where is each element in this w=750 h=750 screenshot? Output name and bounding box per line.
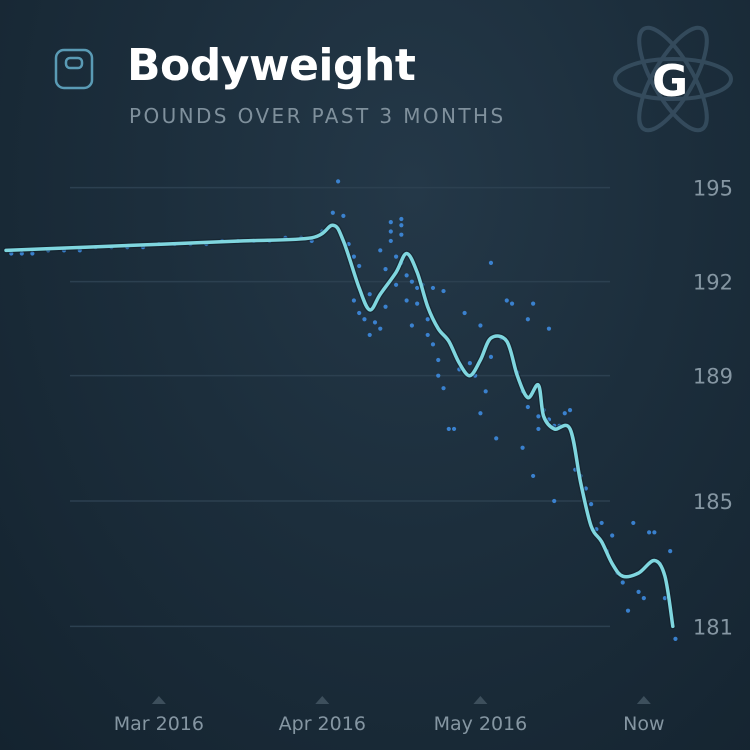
page-subtitle: POUNDS OVER PAST 3 MONTHS xyxy=(129,104,506,128)
data-point xyxy=(378,326,383,331)
data-point xyxy=(494,436,499,441)
data-point xyxy=(546,326,552,331)
data-point xyxy=(362,317,367,322)
data-point xyxy=(589,502,594,507)
data-point xyxy=(393,282,399,287)
x-tick-label: May 2016 xyxy=(434,713,528,735)
x-tick-marker xyxy=(473,696,488,704)
data-point xyxy=(636,589,641,594)
data-point xyxy=(478,411,483,416)
data-point xyxy=(483,389,488,394)
data-point xyxy=(525,317,530,322)
x-tick-label: Mar 2016 xyxy=(114,713,204,735)
data-point xyxy=(441,288,446,294)
trend-line-layer xyxy=(3,222,676,630)
badge-letter: G xyxy=(651,56,689,107)
data-point xyxy=(404,298,409,303)
data-point xyxy=(330,210,335,215)
data-point xyxy=(467,361,472,366)
trend-line xyxy=(4,223,675,629)
scale-icon xyxy=(54,48,94,90)
y-tick-label: 189 xyxy=(693,365,733,389)
data-point xyxy=(425,317,430,322)
data-point xyxy=(562,411,567,416)
y-tick-label: 185 xyxy=(693,490,733,514)
data-point xyxy=(341,213,346,218)
data-point xyxy=(388,220,393,225)
data-point xyxy=(641,596,646,601)
data-point xyxy=(388,238,393,244)
data-point xyxy=(383,304,388,309)
data-point xyxy=(335,179,341,184)
y-axis-ticks: 195 192 189 185 181 xyxy=(693,177,733,640)
y-tick-label: 195 xyxy=(693,177,733,201)
data-point xyxy=(668,549,673,554)
data-point xyxy=(351,254,357,259)
atom-icon xyxy=(613,25,733,133)
x-axis-ticks: Mar 2016 Apr 2016 May 2016 Now xyxy=(114,696,665,735)
x-tick-marker xyxy=(315,696,330,704)
data-point xyxy=(378,248,383,253)
data-point xyxy=(531,301,536,306)
y-tick-label: 181 xyxy=(693,615,733,639)
data-point xyxy=(351,298,357,303)
data-point xyxy=(488,260,494,265)
data-point xyxy=(357,310,362,316)
data-point xyxy=(462,310,467,316)
data-point xyxy=(367,332,372,338)
data-point xyxy=(415,301,420,306)
data-point xyxy=(372,320,378,325)
data-point xyxy=(446,426,451,432)
data-point xyxy=(409,323,414,328)
data-point xyxy=(393,254,399,259)
x-tick-marker xyxy=(151,696,166,704)
data-point xyxy=(652,530,657,535)
data-point xyxy=(488,354,494,359)
data-point xyxy=(509,301,515,306)
data-point xyxy=(399,216,404,222)
data-point xyxy=(430,285,436,291)
data-point xyxy=(531,473,536,479)
data-point xyxy=(673,636,678,641)
data-point xyxy=(520,445,525,450)
data-point xyxy=(599,520,604,526)
data-point xyxy=(441,386,446,391)
data-point xyxy=(399,223,404,228)
data-point xyxy=(536,426,541,432)
x-tick-marker xyxy=(636,696,651,704)
page-title: Bodyweight xyxy=(127,40,416,91)
data-point xyxy=(357,263,362,269)
data-point xyxy=(525,404,530,410)
data-point xyxy=(647,530,652,535)
data-point xyxy=(631,520,636,526)
data-point xyxy=(620,580,625,585)
data-point xyxy=(409,279,414,284)
data-point xyxy=(625,608,631,613)
data-point xyxy=(536,414,541,419)
data-point xyxy=(451,426,457,432)
data-point xyxy=(388,229,393,234)
data-point xyxy=(504,298,509,303)
data-point xyxy=(478,323,483,328)
y-tick-label: 192 xyxy=(693,271,733,295)
data-point xyxy=(436,373,441,378)
grid-lines xyxy=(70,186,610,628)
data-point xyxy=(552,498,557,504)
data-point xyxy=(415,285,420,291)
data-point xyxy=(383,267,388,272)
x-tick-label: Apr 2016 xyxy=(279,713,366,735)
data-point xyxy=(430,342,436,347)
x-tick-label: Now xyxy=(623,713,664,735)
data-point xyxy=(610,533,615,538)
data-point xyxy=(367,292,372,297)
data-point xyxy=(567,408,573,413)
data-point xyxy=(425,332,430,338)
data-point xyxy=(399,232,404,237)
data-point xyxy=(404,273,409,278)
data-point xyxy=(436,357,441,363)
data-point xyxy=(30,251,35,256)
trend-line-shadow xyxy=(3,222,676,630)
